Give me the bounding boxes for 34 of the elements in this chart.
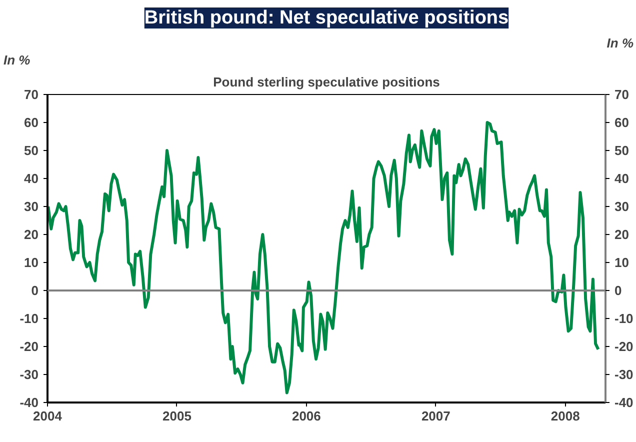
x-tick-label: 2004 bbox=[33, 408, 63, 424]
y-tick-label: 30 bbox=[24, 199, 39, 214]
y2-tick-label: -10 bbox=[614, 311, 634, 326]
line-series bbox=[48, 121, 600, 394]
x-tick-label: 2008 bbox=[550, 408, 580, 424]
y2-tick-label: 40 bbox=[614, 171, 629, 186]
x-tick-label: 2007 bbox=[421, 408, 450, 424]
y-tick-label: 50 bbox=[24, 143, 39, 158]
y-tick-label: 40 bbox=[24, 171, 39, 186]
y2-tick-label: 30 bbox=[614, 199, 629, 214]
y2-tick-label: 0 bbox=[614, 283, 622, 298]
y2-tick-label: -20 bbox=[614, 339, 634, 354]
y2-axis-title: In % bbox=[606, 36, 634, 50]
y-tick-label: -40 bbox=[20, 395, 39, 410]
y2-tick-label: 60 bbox=[614, 115, 629, 130]
y2-tick-label: -30 bbox=[614, 367, 634, 382]
y2-tick-label: 50 bbox=[614, 143, 629, 158]
y2-tick-label: 10 bbox=[614, 255, 629, 270]
y2-tick-label: 70 bbox=[614, 87, 629, 102]
y-tick-label: -30 bbox=[20, 367, 39, 382]
y-tick-label: 10 bbox=[24, 255, 39, 270]
chart-subtitle: Pound sterling speculative positions bbox=[213, 74, 440, 90]
y-tick-label: 70 bbox=[24, 87, 39, 102]
y-axis-title: In % bbox=[4, 52, 31, 68]
x-tick-label: 2005 bbox=[162, 408, 192, 424]
chart-title: British pound: Net speculative positions bbox=[144, 8, 509, 28]
y-tick-label: 20 bbox=[24, 227, 39, 242]
y-tick-label: -20 bbox=[20, 339, 39, 354]
y-tick-label: 0 bbox=[31, 283, 39, 298]
y2-tick-label: 20 bbox=[614, 227, 629, 242]
y-tick-label: -10 bbox=[20, 311, 39, 326]
x-tick-label: 2006 bbox=[292, 408, 321, 424]
y2-tick-label: -40 bbox=[614, 395, 634, 410]
y-tick-label: 60 bbox=[24, 115, 39, 130]
